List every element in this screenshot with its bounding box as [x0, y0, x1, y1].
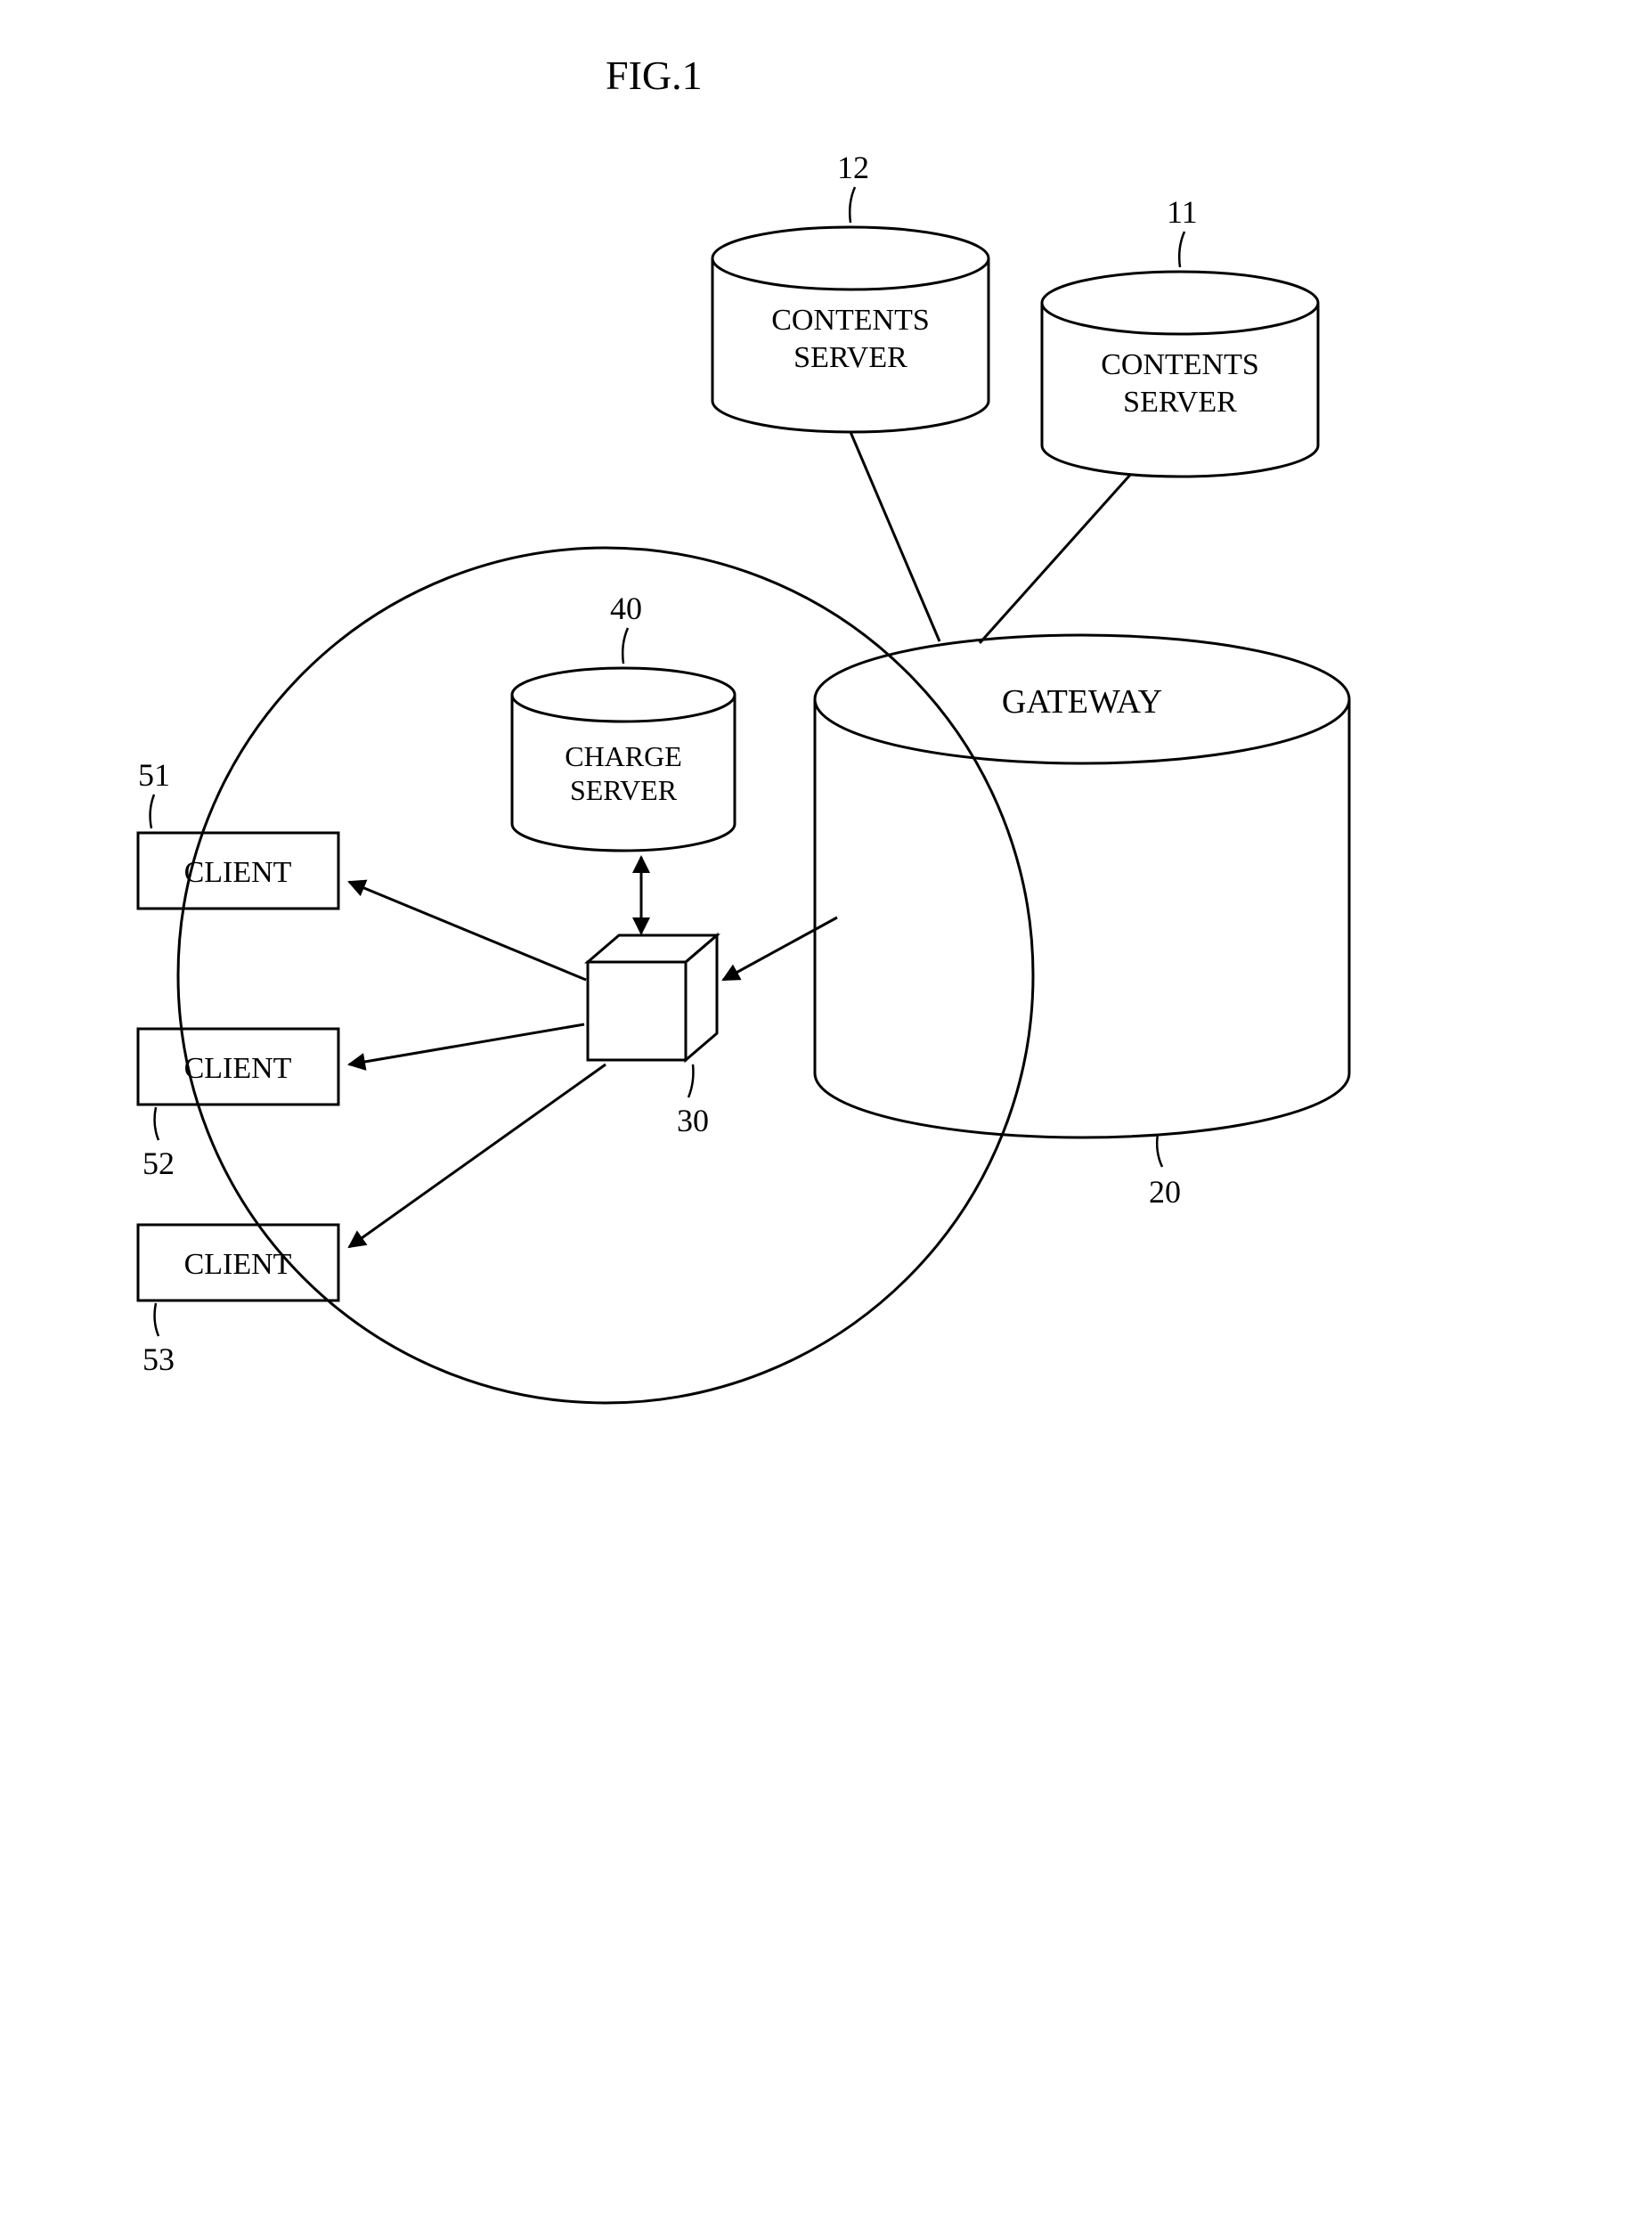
- client-52: CLIENT 52: [138, 1029, 338, 1181]
- client-52-label: CLIENT: [184, 1052, 292, 1085]
- contents-server-11: CONTENTS SERVER 11: [1042, 194, 1318, 477]
- client-53: CLIENT 53: [138, 1225, 338, 1377]
- contents-server-11-label-1: CONTENTS: [1101, 348, 1259, 381]
- gateway-ref: 20: [1149, 1174, 1181, 1210]
- contents-server-12-label-1: CONTENTS: [771, 304, 930, 337]
- contents-server-11-ref: 11: [1167, 194, 1198, 230]
- client-53-label: CLIENT: [184, 1248, 292, 1281]
- charge-server-label-2: SERVER: [570, 774, 678, 806]
- client-51-ref: 51: [138, 757, 170, 793]
- edge-box-client51: [349, 882, 586, 980]
- contents-server-12-ref: 12: [837, 150, 869, 185]
- hub-box-ref: 30: [677, 1103, 709, 1138]
- gateway-20: GATEWAY 20: [815, 635, 1349, 1210]
- figure-title: FIG.1: [606, 53, 703, 98]
- edge-gateway-box: [723, 917, 837, 980]
- charge-server-ref: 40: [610, 591, 642, 626]
- contents-server-12: CONTENTS SERVER 12: [712, 150, 989, 432]
- charge-server-40: CHARGE SERVER 40: [512, 591, 735, 851]
- gateway-label: GATEWAY: [1002, 683, 1162, 721]
- edge-box-client52: [349, 1024, 584, 1064]
- client-53-ref: 53: [142, 1341, 175, 1377]
- edge-cs11-gateway: [980, 474, 1131, 643]
- charge-server-label-1: CHARGE: [565, 740, 682, 772]
- figure-1-diagram: FIG.1 CONTENTS SERVER 12 CONTENTS SERVER…: [0, 0, 1652, 2234]
- client-52-ref: 52: [142, 1146, 175, 1181]
- contents-server-11-label-2: SERVER: [1123, 386, 1237, 419]
- client-51-label: CLIENT: [184, 856, 292, 889]
- network-circle: [178, 548, 1033, 1403]
- hub-box-30: 30: [588, 935, 717, 1138]
- client-51: CLIENT 51: [138, 757, 338, 909]
- contents-server-12-label-2: SERVER: [793, 341, 907, 374]
- edge-box-client53: [349, 1064, 606, 1247]
- edge-cs12-gateway: [850, 432, 940, 641]
